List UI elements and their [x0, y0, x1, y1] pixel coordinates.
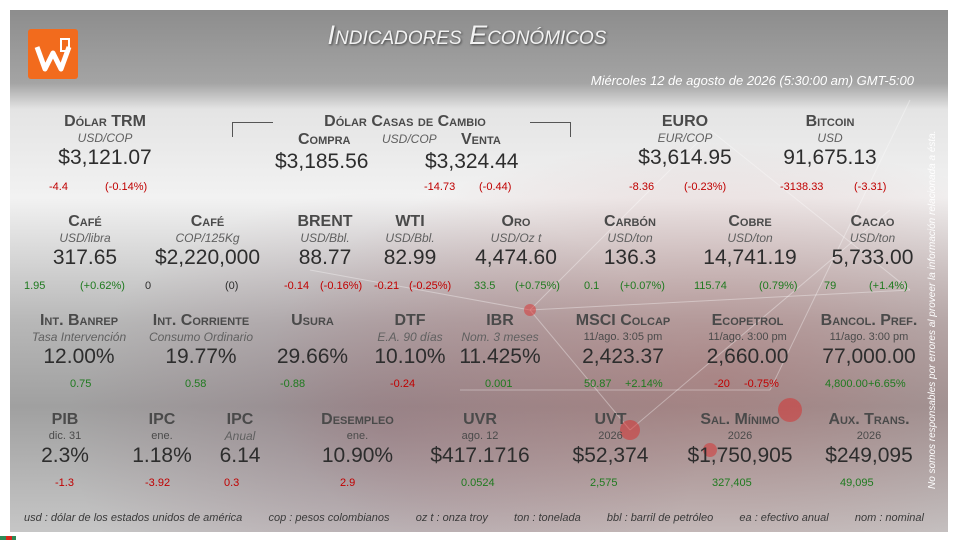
- cafe-cop: Café COP/125Kg $2,220,000: [154, 213, 261, 269]
- usura-change: -0.88: [280, 378, 306, 390]
- flag-accent-icon: [6, 536, 12, 540]
- wti: WTI USD/Bbl. 82.99: [383, 213, 437, 269]
- brent-change-pct: (-0.16%): [320, 280, 363, 292]
- euro-change: -8.36: [629, 181, 655, 193]
- cobre: Cobre USD/ton 14,741.19: [703, 213, 797, 269]
- cacao-change-pct: (+1.4%): [869, 280, 908, 292]
- salario-minimo-change: 327,405: [712, 477, 752, 489]
- cafe-usd-change: 1.95: [24, 280, 46, 292]
- legend-bbl: bbl : barril de petróleo: [606, 512, 714, 524]
- legend-cop: cop : pesos colombianos: [268, 512, 390, 524]
- carbon-change: 0.1: [584, 280, 600, 292]
- legend-ton: ton : tonelada: [514, 512, 581, 524]
- euro: EURO EUR/COP $3,614.95: [638, 113, 732, 169]
- uvr: UVR ago. 12 $417.1716: [430, 411, 530, 467]
- ibr: IBR Nom. 3 meses 11.425%: [459, 312, 541, 368]
- dolar-trm-change-pct: (-0.14%): [105, 181, 148, 193]
- wti-change-pct: (-0.25%): [409, 280, 452, 292]
- pib: PIB dic. 31 2.3%: [41, 411, 89, 467]
- int-corriente: Int. Corriente Consumo Ordinario 19.77%: [148, 312, 254, 368]
- bitcoin-change-pct: (-3.31): [854, 181, 887, 193]
- venta-label: Venta: [461, 131, 501, 148]
- compra-label: Compra: [298, 131, 351, 148]
- pib-change: -1.3: [55, 477, 74, 489]
- msci-colcap-change: 50.87: [584, 378, 612, 390]
- dtf: DTF E.A. 90 días 10.10%: [374, 312, 446, 368]
- bitcoin-change: -3138.33: [780, 181, 824, 193]
- ecopetrol-change-pct: -0.75%: [744, 378, 779, 390]
- ecopetrol-change: -20: [714, 378, 730, 390]
- ipc-anual: IPC Anual 6.14: [219, 411, 261, 467]
- legend-ozt: oz t : onza troy: [415, 512, 488, 524]
- bracket-left: [232, 122, 273, 137]
- ipc: IPC ene. 1.18%: [132, 411, 192, 467]
- bracket-right: [530, 122, 571, 137]
- dolar-casas-cambio: Dólar Casas de Cambio: [324, 113, 486, 130]
- logo-icon: [28, 29, 78, 79]
- dtf-change: -0.24: [390, 378, 416, 390]
- legend-ea: ea : efectivo anual: [739, 512, 829, 524]
- disclaimer: No somos responsables por errores al pro…: [927, 130, 938, 490]
- ipc-anual-change: 0.3: [224, 477, 240, 489]
- aux-transporte-change: 49,095: [840, 477, 874, 489]
- cobre-change: 115.74: [694, 280, 727, 292]
- bitcoin: Bitcoin USD 91,675.13: [783, 113, 877, 169]
- casas-unit: USD/COP: [382, 132, 437, 146]
- brent-change: -0.14: [284, 280, 310, 292]
- cobre-change-pct: (0.79%): [759, 280, 798, 292]
- msci-colcap-change-pct: +2.14%: [625, 378, 663, 390]
- carbon: Carbón USD/ton 136.3: [603, 213, 657, 269]
- units-legend: usd : dólar de los estados unidos de amé…: [24, 512, 924, 524]
- legend-usd: usd : dólar de los estados unidos de amé…: [24, 512, 243, 524]
- bancol-pref: Bancol. Pref. 11/ago. 3:00 pm 77,000.00: [820, 312, 918, 368]
- venta-change: -14.73: [424, 181, 456, 193]
- venta-value: $3,324.44: [425, 150, 519, 173]
- uvr-change: 0.0524: [461, 477, 495, 489]
- network-background: [309, 99, 911, 457]
- indicators-panel: Indicadores Económicos Miércoles 12 de a…: [10, 10, 948, 532]
- ipc-change: -3.92: [145, 477, 171, 489]
- usura: Usura 29.66%: [276, 312, 349, 368]
- int-banrep: Int. Banrep Tasa Intervención 12.00%: [31, 312, 127, 368]
- cafe-usd-change-pct: (+0.62%): [80, 280, 125, 292]
- ecopetrol: Ecopetrol 11/ago. 3:00 pm 2,660.00: [706, 312, 789, 368]
- desempleo: Desempleo ene. 10.90%: [321, 411, 394, 467]
- cacao-change: 79: [824, 280, 837, 292]
- carbon-change-pct: (+0.07%): [620, 280, 665, 292]
- page-title: Indicadores Económicos: [327, 20, 607, 50]
- legend-nom: nom : nominal: [854, 512, 924, 524]
- bancol-pref-change-pct: +6.65%: [868, 378, 906, 390]
- oro: Oro USD/Oz t 4,474.60: [475, 213, 557, 269]
- int-corriente-change: 0.58: [185, 378, 207, 390]
- aux-transporte: Aux. Trans. 2026 $249,095: [825, 411, 913, 467]
- wti-change: -0.21: [374, 280, 400, 292]
- brent: BRENT USD/Bbl. 88.77: [297, 213, 353, 269]
- int-banrep-change: 0.75: [70, 378, 92, 390]
- msci-colcap: MSCI Colcap 11/ago. 3:05 pm 2,423.37: [575, 312, 671, 368]
- uvt-change: 2,575: [590, 477, 618, 489]
- salario-minimo: Sal. Mínimo 2026 $1,750,905: [687, 411, 793, 467]
- euro-change-pct: (-0.23%): [684, 181, 727, 193]
- dolar-trm-change: -4.4: [49, 181, 68, 193]
- uvt: UVT 2026 $52,374: [572, 411, 649, 467]
- ibr-change: 0.001: [485, 378, 513, 390]
- compra-value: $3,185.56: [275, 150, 369, 173]
- oro-change-pct: (+0.75%): [515, 280, 560, 292]
- date-label: Miércoles 12 de agosto de 2026 (5:30:00 …: [590, 73, 914, 88]
- cacao: Cacao USD/ton 5,733.00: [831, 213, 914, 269]
- dolar-trm: Dólar TRM USD/COP $3,121.07: [58, 113, 152, 169]
- desempleo-change: 2.9: [340, 477, 356, 489]
- cafe-cop-change: 0: [145, 280, 152, 292]
- oro-change: 33.5: [474, 280, 496, 292]
- cafe-usd: Café USD/libra 317.65: [52, 213, 118, 269]
- venta-change-pct: (-0.44): [479, 181, 512, 193]
- cafe-cop-change-pct: (0): [225, 280, 239, 292]
- bancol-pref-change: 4,800.00: [825, 378, 868, 390]
